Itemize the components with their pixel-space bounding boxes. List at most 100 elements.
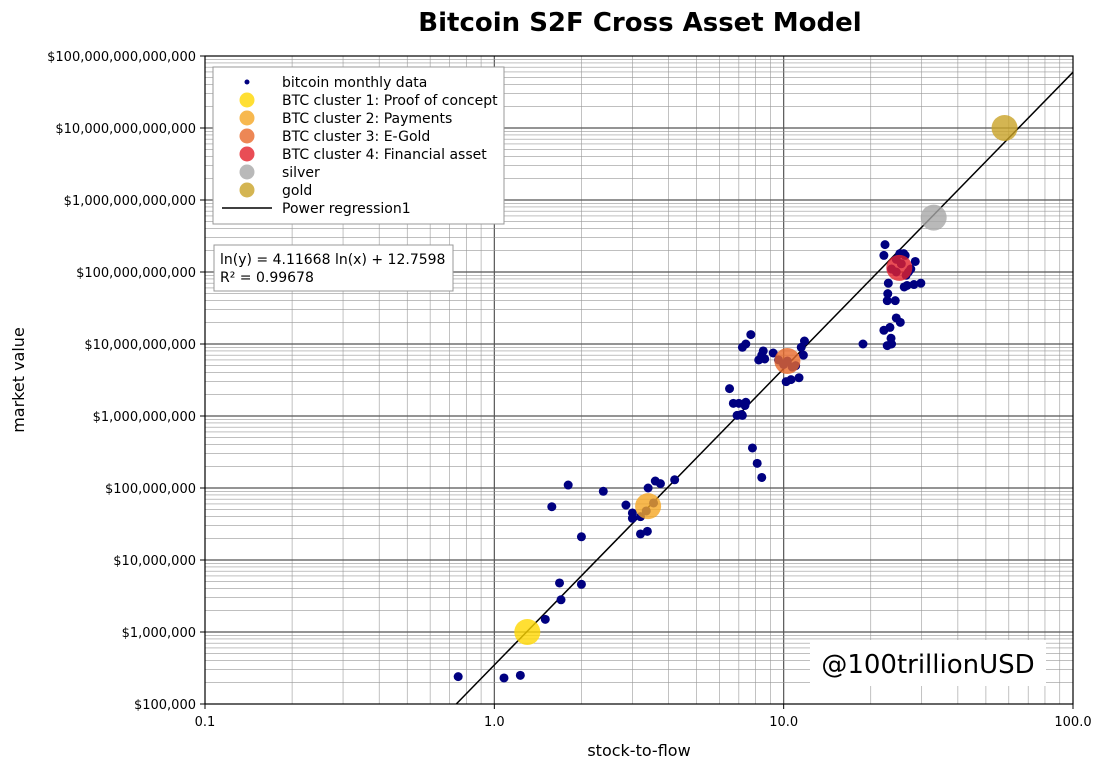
legend-swatch <box>239 128 255 144</box>
y-tick-label: $100,000,000 <box>105 482 196 497</box>
bitcoin-data-point <box>725 384 735 394</box>
legend-label: BTC cluster 4: Financial asset <box>282 147 487 163</box>
y-tick-label: $100,000 <box>134 698 196 713</box>
legend-swatch <box>239 182 255 198</box>
bitcoin-data-point <box>737 410 747 420</box>
cluster-point <box>886 254 913 281</box>
legend-swatch <box>239 146 255 162</box>
bitcoin-data-point <box>627 513 637 523</box>
bitcoin-data-point <box>879 250 889 260</box>
bitcoin-data-point <box>910 256 920 266</box>
bitcoin-data-point <box>883 289 893 299</box>
cluster-point <box>514 619 541 645</box>
bitcoin-data-point <box>883 278 893 288</box>
bitcoin-data-point <box>909 280 919 290</box>
watermark-text: @100trillionUSD <box>821 650 1034 680</box>
plot-frame <box>204 55 1074 705</box>
regression-layer <box>455 71 1074 705</box>
bitcoin-data-point <box>670 475 680 485</box>
bitcoin-data-point <box>916 278 926 288</box>
legend-label: gold <box>282 183 312 199</box>
bitcoin-data-point <box>752 458 762 468</box>
legend-label: bitcoin monthly data <box>282 75 427 91</box>
legend-swatch <box>239 164 255 180</box>
bitcoin-data-point <box>768 348 778 358</box>
bitcoin-data-point <box>740 400 750 410</box>
points-layer <box>453 115 1018 683</box>
bitcoin-data-point <box>902 280 912 290</box>
regression-equation: ln(y) = 4.11668 ln(x) + 12.7598 <box>220 252 445 268</box>
bitcoin-data-point <box>621 500 631 510</box>
equation-frame <box>213 244 454 292</box>
bitcoin-data-point <box>643 483 653 493</box>
bitcoin-data-point <box>515 670 525 680</box>
bitcoin-data-point <box>556 595 566 605</box>
bitcoin-data-point <box>880 240 890 250</box>
bitcoin-data-point <box>453 672 463 682</box>
regression-r-squared: R² = 0.99678 <box>220 270 314 286</box>
y-tick-label: $10,000,000,000 <box>84 338 196 353</box>
legend-label: BTC cluster 3: E-Gold <box>282 129 430 145</box>
bitcoin-data-point <box>798 350 808 360</box>
x-tick-labels: 0.1 1.0 10.0 100.0 <box>195 704 1092 730</box>
legend-label: BTC cluster 2: Payments <box>282 111 452 127</box>
cluster-point <box>991 115 1018 141</box>
watermark: @100trillionUSD <box>810 640 1046 686</box>
bitcoin-data-point <box>655 479 665 489</box>
bitcoin-data-point <box>858 339 868 349</box>
bitcoin-data-point <box>757 472 767 482</box>
cluster-point <box>920 204 947 231</box>
bitcoin-data-point <box>635 529 645 539</box>
y-tick-label: $1,000,000,000 <box>93 410 196 425</box>
y-tick-label: $1,000,000,000,000 <box>64 194 196 209</box>
y-tick-label: $100,000,000,000,000 <box>47 50 196 65</box>
bitcoin-data-point <box>747 443 757 453</box>
bitcoin-data-point <box>576 579 586 589</box>
x-tick-label: 0.1 <box>195 715 216 730</box>
y-tick-label: $1,000,000 <box>122 626 196 641</box>
bitcoin-data-point <box>741 339 751 349</box>
bitcoin-data-point <box>547 502 557 512</box>
bitcoin-data-point <box>540 614 550 624</box>
bitcoin-data-point <box>760 354 770 364</box>
cluster-point <box>635 493 662 520</box>
legend-items: bitcoin monthly data BTC cluster 1: Proof… <box>222 75 498 217</box>
bitcoin-data-point <box>887 339 897 349</box>
bitcoin-data-point <box>799 336 809 346</box>
legend-swatch <box>239 110 255 126</box>
legend-swatch <box>244 79 250 85</box>
bitcoin-data-point <box>598 486 608 496</box>
bitcoin-data-point <box>794 373 804 383</box>
legend-swatch <box>239 92 255 108</box>
bitcoin-data-point <box>746 330 756 340</box>
cluster-point <box>774 348 801 375</box>
equation-box: ln(y) = 4.11668 ln(x) + 12.7598 R² = 0.9… <box>213 244 454 292</box>
x-tick-label: 1.0 <box>484 715 505 730</box>
bitcoin-data-point <box>786 375 796 385</box>
bitcoin-data-point <box>890 296 900 306</box>
bitcoin-data-point <box>882 296 892 306</box>
legend-label: silver <box>282 165 320 181</box>
bitcoin-data-point <box>555 578 565 588</box>
legend-label: Power regression1 <box>282 201 411 217</box>
legend-label: BTC cluster 1: Proof of concept <box>282 93 498 109</box>
watermark-background <box>810 640 1046 686</box>
bitcoin-data-point <box>895 317 905 327</box>
bitcoin-data-point <box>885 322 895 332</box>
y-axis-label: market value <box>9 327 28 433</box>
y-tick-label: $10,000,000 <box>113 554 196 569</box>
y-tick-labels: $100,000 $1,000,000 $10,000,000 $100,000,00… <box>47 50 205 713</box>
bitcoin-data-point <box>563 480 573 490</box>
bitcoin-data-point <box>642 526 652 536</box>
legend-box <box>212 66 505 225</box>
chart-title: Bitcoin S2F Cross Asset Model <box>418 8 861 38</box>
bitcoin-data-point <box>499 673 509 683</box>
y-tick-label: $10,000,000,000,000 <box>55 122 196 137</box>
x-tick-label: 100.0 <box>1054 715 1091 730</box>
legend: bitcoin monthly data BTC cluster 1: Proof… <box>212 66 505 225</box>
y-tick-label: $100,000,000,000 <box>76 266 196 281</box>
x-axis-label: stock-to-flow <box>587 741 690 760</box>
bitcoin-data-point <box>576 532 586 542</box>
regression-line <box>455 71 1074 705</box>
